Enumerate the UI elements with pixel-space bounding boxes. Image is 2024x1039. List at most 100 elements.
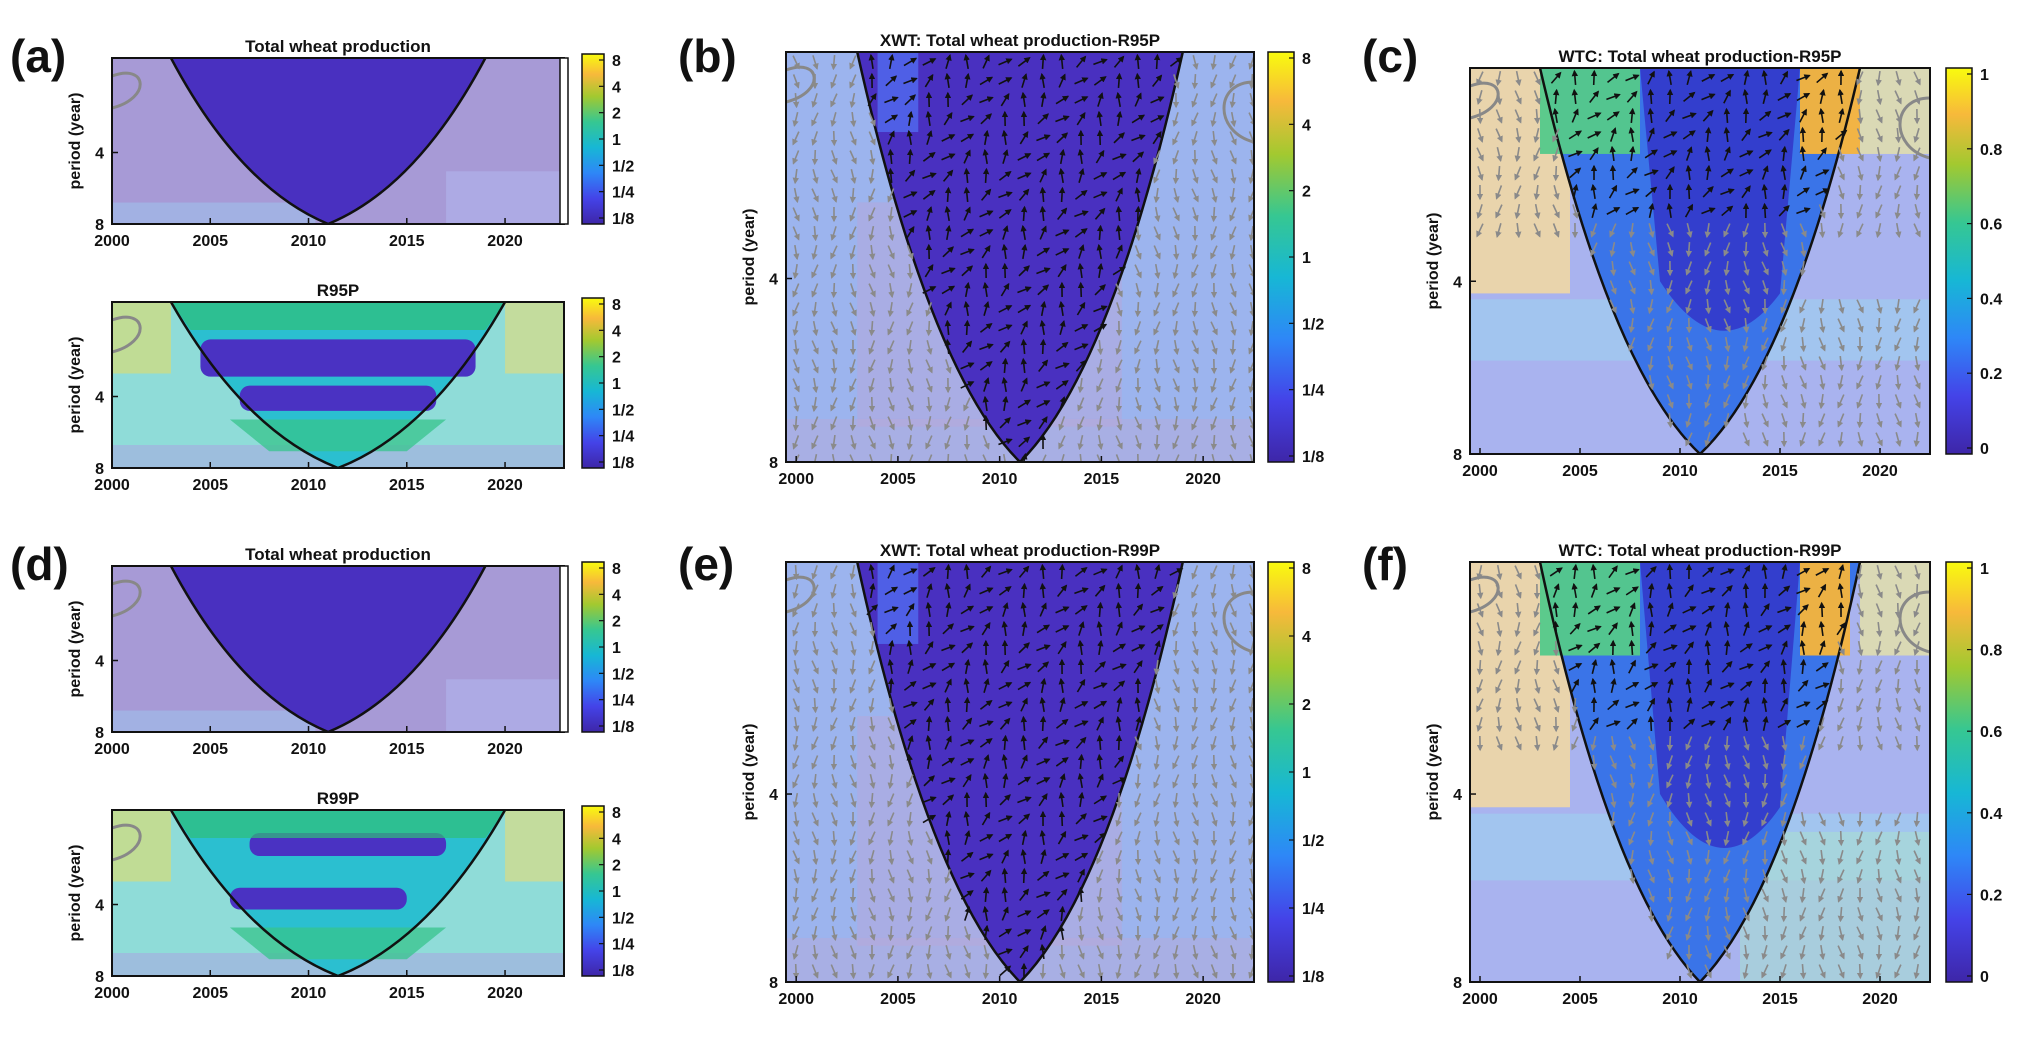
phase-arrow (1534, 203, 1541, 220)
phase-arrow (903, 77, 918, 85)
phase-arrow (812, 320, 819, 337)
phase-arrow (1115, 187, 1123, 202)
phase-arrow (887, 206, 894, 223)
phase-arrow (1210, 74, 1218, 89)
colorbar-tick-label: 2 (612, 106, 621, 123)
phase-arrow (925, 378, 933, 393)
phase-arrow (941, 285, 956, 295)
phase-arrow (1590, 223, 1598, 238)
phase-arrow (1572, 204, 1579, 219)
phase-arrow (1097, 339, 1104, 356)
phase-arrow (963, 416, 970, 431)
y-axis-label: period (year) (741, 724, 758, 821)
phase-arrow (849, 150, 857, 165)
phase-arrow (1077, 886, 1085, 903)
phase-arrow (1172, 640, 1180, 657)
phase-arrow (1115, 91, 1122, 108)
phase-arrow (868, 53, 875, 70)
phase-arrow (792, 359, 800, 374)
phase-arrow (1685, 868, 1693, 885)
phase-arrow (887, 245, 895, 260)
phase-arrow (1591, 202, 1598, 218)
phase-arrow (1666, 223, 1674, 238)
phase-arrow (1514, 109, 1522, 124)
phase-arrow (1037, 284, 1050, 296)
phase-arrow (1476, 223, 1484, 238)
phase-arrow (830, 93, 838, 108)
phase-arrow (1055, 248, 1070, 256)
phase-arrow (1153, 906, 1161, 923)
low-coherence-core (1640, 68, 1800, 331)
phase-arrow (1682, 112, 1697, 120)
y-tick-label: 8 (95, 969, 104, 986)
phase-arrow (1704, 222, 1711, 239)
phase-arrow (1210, 93, 1218, 108)
phase-arrow (1780, 279, 1788, 296)
phase-arrow (1495, 128, 1503, 143)
phase-arrow (811, 207, 819, 222)
phase-arrow (1626, 167, 1638, 179)
phase-arrow (1856, 412, 1864, 429)
colorbar-tick-label: 8 (1302, 561, 1311, 578)
phase-arrow (1020, 91, 1027, 108)
colorbar-tick-label: 2 (1302, 184, 1311, 201)
phase-arrow (1552, 107, 1559, 124)
panel-label-e: (e) (678, 538, 734, 590)
chart-title: WTC: Total wheat production-R95P (1558, 47, 1841, 66)
phase-arrow (1055, 115, 1070, 123)
phase-arrow (1723, 126, 1730, 143)
low-period-patch (112, 202, 316, 224)
cone-lower-band (229, 419, 447, 452)
phase-arrow (1020, 320, 1028, 335)
phase-arrow (793, 244, 800, 261)
phase-arrow (1913, 128, 1920, 143)
colorbar-tick-label: 0.2 (1980, 887, 2002, 904)
phase-arrow (1590, 69, 1598, 86)
chart-d2: R99P 2000 2005 2010 2015 2020 4 8 period (year) 8… (67, 789, 634, 1002)
colorbar-tick-label: 0.6 (1980, 724, 2002, 741)
phase-arrow (1837, 678, 1845, 695)
phase-arrow (944, 925, 952, 942)
x-tick-label: 2015 (389, 741, 425, 758)
phase-arrow (903, 191, 918, 199)
chart-title: XWT: Total wheat production-R95P (880, 31, 1160, 50)
phase-arrow (1039, 205, 1046, 222)
colorbar-tick-label: 4 (1302, 117, 1311, 134)
phase-arrow (868, 112, 876, 127)
phase-arrow (1739, 150, 1754, 158)
phase-arrow (944, 563, 952, 580)
phase-arrow (925, 224, 932, 241)
phase-arrow (792, 564, 800, 581)
phase-arrow (792, 74, 800, 89)
phase-arrow (1685, 241, 1693, 258)
phase-arrow (884, 114, 899, 124)
phase-arrow (1702, 109, 1714, 122)
phase-arrow (1647, 70, 1655, 85)
phase-arrow (1077, 262, 1084, 279)
phase-arrow (868, 320, 876, 337)
phase-arrow (1476, 128, 1484, 143)
phase-arrow (1856, 963, 1864, 980)
phase-arrow (1720, 73, 1735, 83)
phase-arrow (922, 58, 937, 66)
phase-arrow (1837, 166, 1845, 181)
phase-arrow (1683, 91, 1696, 103)
phase-arrow (1039, 168, 1047, 183)
phase-arrow (1001, 376, 1008, 393)
phase-arrow (1210, 397, 1218, 412)
phase-arrow (1192, 169, 1199, 184)
significance-contour (112, 71, 142, 110)
phase-arrow (1742, 241, 1750, 258)
phase-arrow (1036, 267, 1051, 275)
phase-arrow (1476, 108, 1484, 125)
high-power-band (200, 339, 476, 377)
phase-arrow (1210, 678, 1218, 695)
phase-arrow (868, 435, 876, 450)
phase-arrow (1210, 245, 1218, 260)
chart-title: R99P (317, 789, 360, 808)
phase-arrow (1172, 302, 1180, 317)
phase-arrow (1116, 416, 1123, 432)
phase-arrow (1648, 202, 1655, 219)
phase-arrow (888, 225, 895, 242)
phase-arrow (849, 359, 856, 374)
